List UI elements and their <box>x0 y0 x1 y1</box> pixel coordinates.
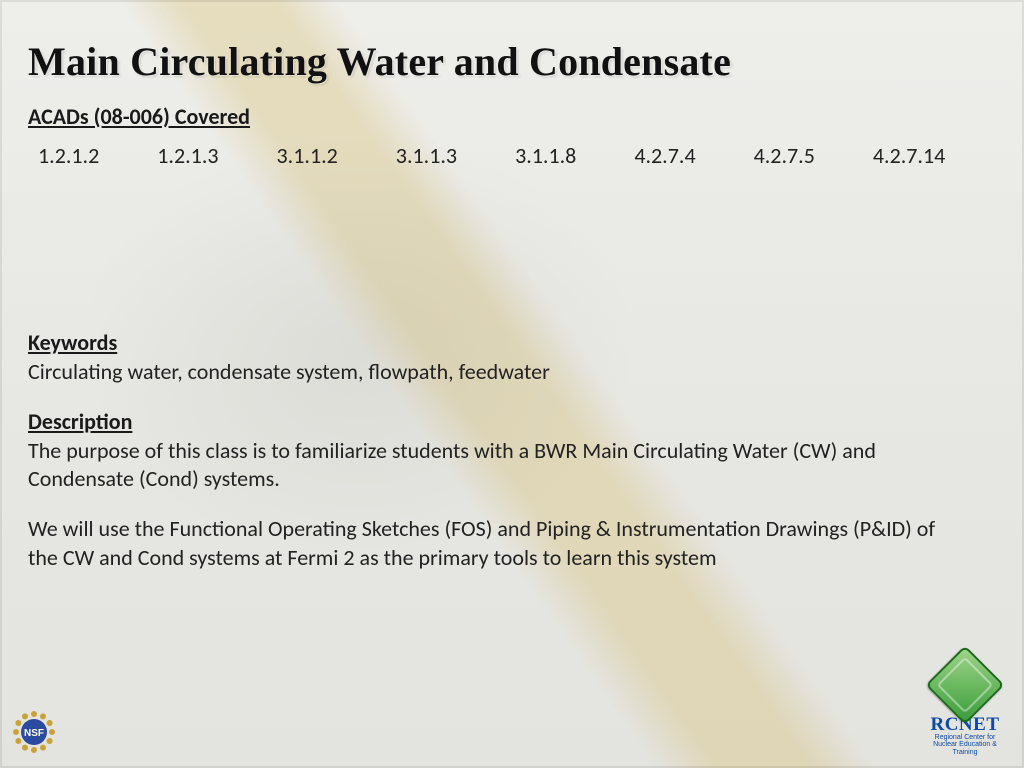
acad-item: 4.2.7.14 <box>873 142 945 169</box>
acad-item: 4.2.7.5 <box>754 142 815 169</box>
acad-item: 4.2.7.4 <box>634 142 695 169</box>
description-text: The purpose of this class is to familiar… <box>28 437 996 572</box>
keywords-text: Circulating water, condensate system, fl… <box>28 358 996 386</box>
description-block: Description The purpose of this class is… <box>28 408 996 572</box>
description-para-1: The purpose of this class is to familiar… <box>28 437 968 493</box>
keywords-heading: Keywords <box>28 329 996 356</box>
acads-row: 1.2.1.2 1.2.1.3 3.1.1.2 3.1.1.3 3.1.1.8 … <box>28 140 996 169</box>
rcnet-sub-1: Regional Center for <box>920 734 1010 741</box>
keywords-block: Keywords Circulating water, condensate s… <box>28 329 996 386</box>
rcnet-sub-2: Nuclear Education & Training <box>920 741 1010 756</box>
acad-item: 3.1.1.2 <box>277 142 338 169</box>
description-heading: Description <box>28 408 996 435</box>
rcnet-logo: RCNET Regional Center for Nuclear Educat… <box>920 657 1010 756</box>
acad-item: 1.2.1.3 <box>157 142 218 169</box>
slide-content: Main Circulating Water and Condensate AC… <box>0 0 1024 572</box>
description-para-2: We will use the Functional Operating Ske… <box>28 515 968 571</box>
acad-item: 3.1.1.8 <box>515 142 576 169</box>
rcnet-diamond-icon <box>925 645 1004 724</box>
nsf-label: NSF <box>24 728 44 739</box>
nsf-logo-icon: NSF <box>12 710 56 754</box>
acad-item: 1.2.1.2 <box>38 142 99 169</box>
acads-heading: ACADs (08-006) Covered <box>28 103 996 130</box>
slide-title: Main Circulating Water and Condensate <box>28 38 996 85</box>
acad-item: 3.1.1.3 <box>396 142 457 169</box>
